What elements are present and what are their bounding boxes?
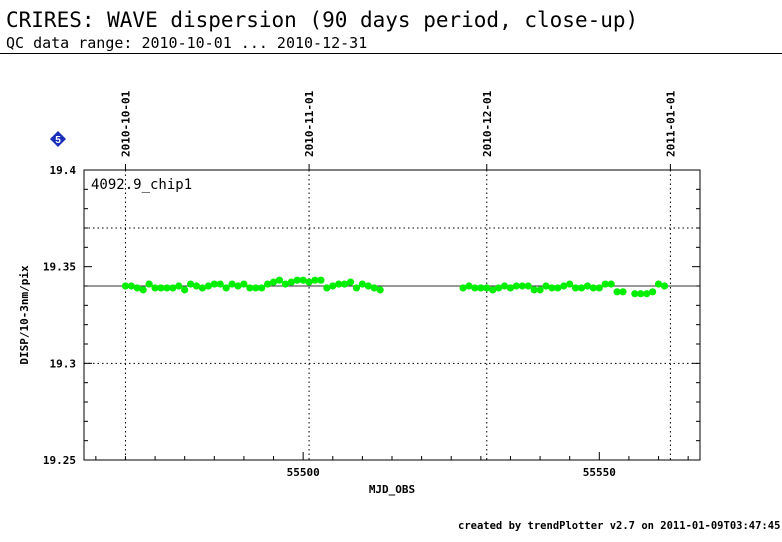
- x-tick-label: 55500: [287, 466, 320, 479]
- data-point: [204, 282, 212, 290]
- data-point: [198, 284, 207, 292]
- data-point: [346, 278, 355, 286]
- y-tick-label: 19.25: [43, 454, 76, 467]
- data-point: [228, 280, 236, 288]
- data-point: [518, 282, 526, 290]
- data-point: [506, 284, 515, 292]
- data-point: [607, 280, 615, 288]
- data-point: [157, 284, 165, 292]
- data-point: [269, 278, 278, 286]
- chart-subtitle: QC data range: 2010-10-01 ... 2010-12-31: [6, 34, 368, 52]
- data-point: [293, 276, 301, 284]
- data-point: [595, 284, 603, 292]
- y-tick-label: 19.3: [50, 357, 77, 370]
- data-point: [240, 280, 248, 288]
- footer-credit: created by trendPlotter v2.7 on 2011-01-…: [458, 520, 781, 532]
- data-point: [175, 282, 183, 290]
- data-point: [358, 280, 366, 288]
- data-point: [459, 284, 467, 292]
- data-point: [601, 280, 609, 288]
- data-point: [560, 282, 568, 290]
- data-point: [133, 284, 141, 292]
- data-point: [275, 276, 284, 284]
- data-point: [619, 288, 627, 296]
- y-axis-label: DISP/10-3nm/pix: [18, 265, 31, 365]
- data-point: [281, 280, 289, 288]
- data-point: [222, 284, 230, 292]
- date-marker-label: 2010-10-01: [119, 90, 132, 157]
- data-point: [572, 284, 580, 292]
- x-tick-label: 55550: [583, 466, 616, 479]
- data-point: [163, 284, 171, 292]
- data-point: [151, 284, 159, 292]
- data-point: [341, 280, 349, 288]
- y-tick-label: 19.35: [43, 261, 76, 274]
- data-point: [577, 284, 586, 292]
- data-point: [654, 280, 663, 288]
- data-point: [589, 284, 597, 292]
- data-point: [489, 286, 497, 294]
- data-point: [370, 284, 378, 292]
- data-point: [192, 282, 201, 290]
- data-point: [524, 282, 532, 290]
- data-point: [554, 284, 562, 292]
- data-point: [364, 282, 372, 290]
- data-point: [660, 282, 669, 290]
- date-marker-label: 2010-12-01: [481, 90, 494, 157]
- badge-icon: 5: [50, 131, 66, 147]
- date-marker-label: 2010-11-01: [303, 90, 316, 157]
- data-point: [471, 284, 479, 292]
- data-point: [536, 286, 544, 294]
- data-point: [287, 278, 295, 286]
- data-point: [566, 280, 574, 288]
- data-point: [483, 284, 491, 292]
- data-point: [643, 290, 651, 298]
- data-point: [530, 286, 538, 294]
- data-point: [583, 282, 592, 290]
- data-point: [376, 286, 384, 294]
- data-point: [121, 282, 130, 290]
- data-point: [139, 286, 147, 294]
- data-point: [323, 284, 331, 292]
- data-point: [477, 284, 485, 292]
- data-point: [500, 282, 509, 290]
- data-point: [169, 284, 177, 292]
- chart-title: CRIRES: WAVE dispersion (90 days period,…: [6, 8, 639, 32]
- data-point: [258, 284, 266, 292]
- data-point: [495, 284, 503, 292]
- data-point: [631, 290, 639, 298]
- data-point: [329, 282, 337, 290]
- badge-label: 5: [55, 135, 61, 146]
- data-point: [465, 282, 473, 290]
- data-point: [246, 284, 254, 292]
- data-point: [145, 280, 153, 288]
- data-point: [216, 280, 224, 288]
- data-point: [187, 280, 195, 288]
- data-point: [311, 276, 319, 284]
- date-marker-label: 2011-01-01: [664, 90, 677, 157]
- data-point: [305, 278, 313, 286]
- plot-frame: [83, 169, 701, 461]
- data-point: [335, 280, 343, 288]
- data-point: [317, 276, 325, 284]
- data-point: [512, 282, 520, 290]
- y-tick-label: 19.4: [50, 164, 77, 177]
- data-point: [542, 282, 550, 290]
- data-point: [299, 276, 307, 284]
- data-point: [252, 284, 260, 292]
- panel-label: 4092.9_chip1: [91, 177, 192, 193]
- data-point: [352, 284, 361, 292]
- title-divider: [0, 53, 782, 54]
- data-point: [234, 282, 242, 290]
- data-point: [181, 286, 189, 294]
- chart-area: 5 2010-10-01 2010-11-01 2010-12-01 2011-01-…: [18, 90, 701, 496]
- data-point: [264, 280, 272, 288]
- x-axis-label: MJD_OBS: [369, 483, 415, 496]
- data-point: [210, 280, 218, 288]
- data-point: [613, 288, 621, 296]
- data-point: [649, 288, 657, 296]
- data-point: [548, 284, 556, 292]
- data-point: [127, 282, 135, 290]
- data-point: [637, 290, 645, 298]
